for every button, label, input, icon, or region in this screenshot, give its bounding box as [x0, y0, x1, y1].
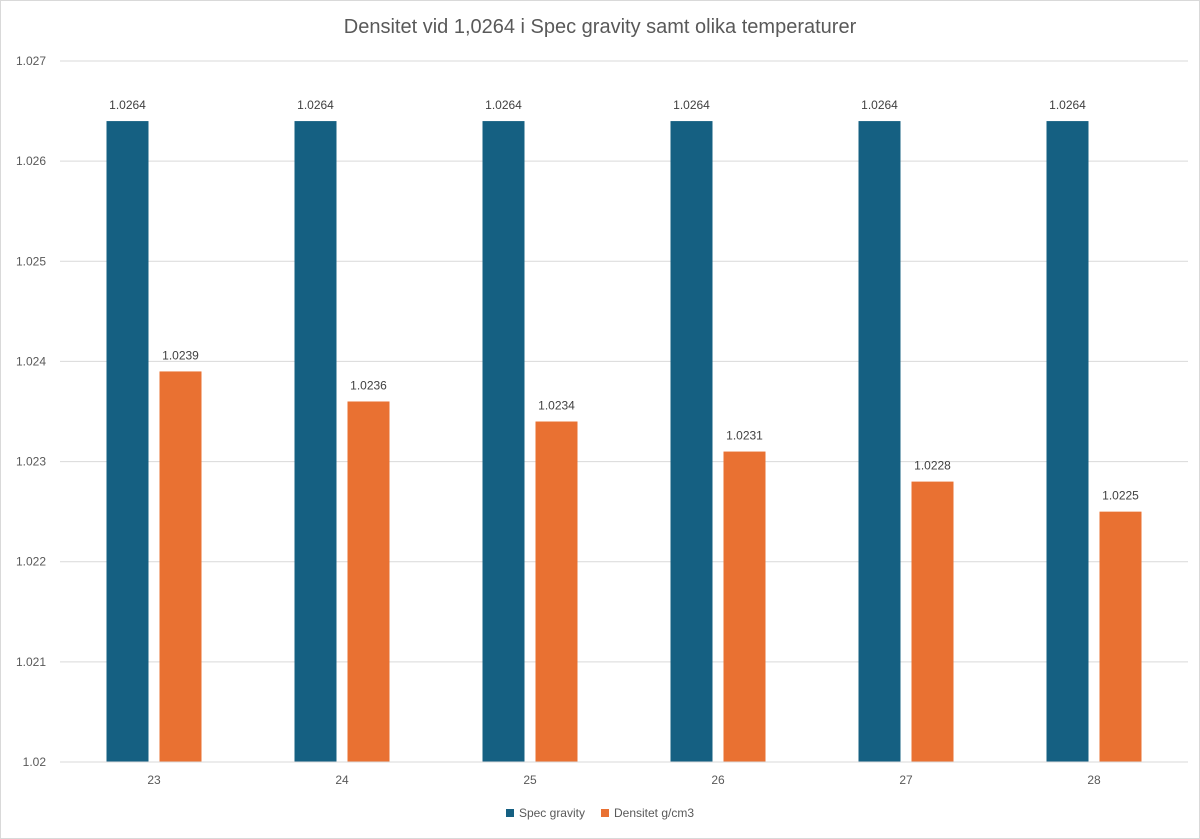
data-label: 1.0264	[109, 98, 146, 112]
bar-spec-gravity	[858, 121, 901, 763]
y-tick-label: 1.021	[16, 655, 46, 669]
data-label: 1.0239	[162, 348, 199, 362]
legend-label-spec-gravity: Spec gravity	[518, 806, 585, 820]
x-tick-label: 27	[899, 773, 913, 787]
data-label: 1.0236	[350, 378, 387, 392]
bar-spec-gravity	[670, 121, 713, 763]
legend: Spec gravity Densitet g/cm3	[0, 806, 1200, 820]
data-label: 1.0228	[914, 459, 951, 473]
data-label: 1.0264	[673, 98, 710, 112]
bar-densitet	[535, 421, 578, 762]
bar-densitet	[723, 451, 766, 762]
bar-densitet	[159, 371, 202, 762]
data-label: 1.0264	[485, 98, 522, 112]
chart-title: Densitet vid 1,0264 i Spec gravity samt …	[343, 16, 857, 38]
legend-item-spec-gravity: Spec gravity	[505, 806, 585, 820]
y-tick-label: 1.027	[16, 54, 46, 68]
y-tick-label: 1.025	[16, 254, 46, 268]
y-tick-label: 1.022	[16, 555, 46, 569]
y-tick-label: 1.02	[23, 755, 47, 769]
y-tick-label: 1.026	[16, 154, 46, 168]
data-label: 1.0225	[1102, 489, 1139, 503]
x-tick-label: 24	[335, 773, 349, 787]
bar-densitet	[347, 401, 390, 762]
legend-item-densitet: Densitet g/cm3	[600, 806, 695, 820]
data-label: 1.0234	[538, 399, 575, 413]
x-tick-label: 25	[523, 773, 537, 787]
bar-spec-gravity	[1046, 121, 1089, 763]
legend-label-densitet: Densitet g/cm3	[613, 806, 695, 820]
data-label: 1.0264	[861, 98, 898, 112]
x-tick-label: 28	[1087, 773, 1101, 787]
y-tick-label: 1.024	[16, 354, 46, 368]
data-label: 1.0231	[726, 429, 763, 443]
bar-densitet	[1099, 511, 1142, 762]
bar-densitet	[911, 481, 954, 762]
bar-spec-gravity	[294, 121, 337, 763]
legend-swatch-densitet	[600, 809, 609, 817]
data-label: 1.0264	[1049, 98, 1086, 112]
y-tick-label: 1.023	[16, 455, 46, 469]
x-tick-label: 26	[711, 773, 725, 787]
bar-spec-gravity	[106, 121, 149, 763]
data-label: 1.0264	[297, 98, 334, 112]
legend-swatch-spec-gravity	[505, 809, 514, 817]
bar-spec-gravity	[482, 121, 525, 763]
x-tick-label: 23	[147, 773, 161, 787]
